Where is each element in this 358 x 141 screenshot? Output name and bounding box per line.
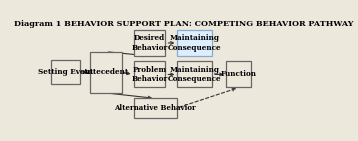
Text: Desired
Behavior: Desired Behavior [131, 34, 168, 52]
Text: Maintaining
Consequence: Maintaining Consequence [168, 34, 222, 52]
Bar [134, 98, 176, 118]
Bar [134, 30, 165, 56]
Bar [227, 61, 251, 87]
Text: Maintaining
Consequence: Maintaining Consequence [168, 66, 222, 83]
Text: Alternative Behavior: Alternative Behavior [114, 104, 196, 112]
Bar [177, 30, 212, 56]
Text: Problem
Behavior: Problem Behavior [131, 66, 168, 83]
Bar [51, 60, 80, 84]
Text: Antecedent: Antecedent [83, 68, 129, 76]
Text: Diagram 1 BEHAVIOR SUPPORT PLAN: COMPETING BEHAVIOR PATHWAY: Diagram 1 BEHAVIOR SUPPORT PLAN: COMPETI… [14, 20, 353, 28]
Bar [90, 52, 122, 93]
Text: Setting Event: Setting Event [38, 68, 93, 76]
Bar [177, 61, 212, 87]
Bar [134, 61, 165, 87]
Text: Function: Function [221, 70, 257, 78]
